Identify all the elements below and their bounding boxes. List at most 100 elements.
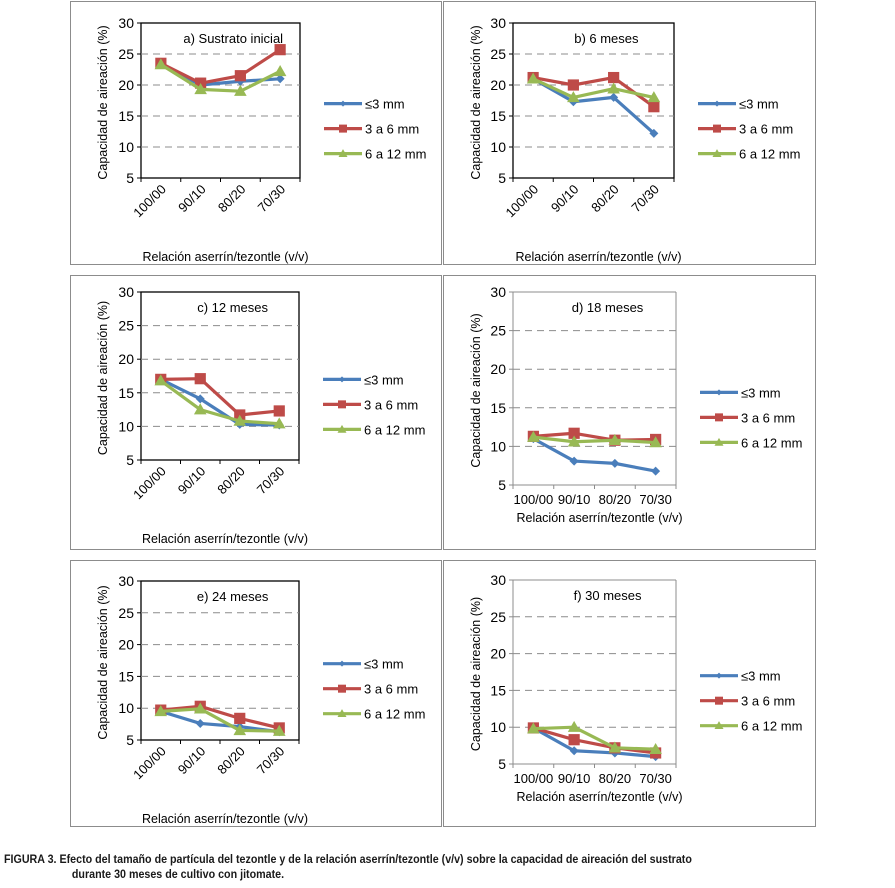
y-tick-label: 5 [498,170,506,186]
legend-label-1: ≤3 mm [741,385,781,400]
chart-title: f) 30 meses [574,588,642,603]
legend-label-2: 3 a 6 mm [741,410,795,425]
legend-marker-1 [714,100,720,107]
caption-text-line2: durante 30 meses de cultivo con jitomate… [71,869,285,881]
data-point-series-3 [608,741,622,753]
y-tick-label: 20 [490,361,506,377]
legend-marker-3 [712,149,722,157]
data-point-series-3 [273,65,287,77]
chart-panel-c: 5 10 15 20 25 30 100/00 90/10 80/20 70/30 Capacida… [70,275,442,550]
legend-label-3: 6 a 12 mm [739,147,800,162]
data-point-series-2 [568,427,580,439]
x-axis-title: Relación aserrín/tezontle (v/v) [142,250,308,264]
series-line-3 [159,379,280,426]
legend-marker-2 [339,124,347,133]
x-tick-label: 70/30 [639,771,672,786]
x-tick-label: 90/10 [175,464,209,498]
chart-panel-b: 5 10 15 20 25 30 100/00 90/10 80/20 70/30 Capacida… [443,1,816,265]
data-point-series-3 [608,433,622,445]
y-tick-label: 25 [118,46,134,62]
series-line-3 [533,725,656,751]
data-point-series-3 [649,436,662,448]
y-tick-label: 15 [118,385,134,401]
data-point-series-3 [233,724,247,736]
y-tick-label: 30 [490,15,506,31]
x-tick-label: 100/00 [130,464,169,503]
y-tick-label: 25 [490,46,506,62]
x-tick-label: 100/00 [513,771,553,786]
legend-label-1: ≤3 mm [365,97,405,112]
data-point-series-3 [193,702,207,714]
y-axis-title: Capacidad de aireación (%) [96,25,110,179]
y-tick-label: 20 [490,646,506,662]
y-tick-label: 15 [490,400,506,416]
data-point-series-3 [649,742,662,755]
legend-marker-3 [714,721,724,730]
y-tick-label: 30 [490,284,506,300]
chart-a-svg: 5 10 15 20 25 30 100/00 90/10 80/20 70/30 Capacida… [96,15,426,264]
series-line-1 [160,709,280,734]
y-tick-label: 25 [490,323,506,339]
legend-label-1: ≤3 mm [364,372,404,387]
y-axis-title: Capacidad de aireación (%) [469,597,483,751]
data-point-series-3 [194,83,207,95]
y-tick-label: 20 [118,351,134,367]
x-tick-label: 70/30 [628,182,662,216]
chart-b-svg: 5 10 15 20 25 30 100/00 90/10 80/20 70/30 Capacida… [469,15,800,264]
data-point-series-3 [567,435,581,447]
legend-marker-2 [715,413,723,422]
y-tick-label: 5 [126,732,134,748]
chart-title: d) 18 meses [572,300,644,315]
x-axis-title: Relación aserrín/tezontle (v/v) [142,532,308,546]
legend-label-3: 6 a 12 mm [364,707,425,722]
series-line-1 [532,726,656,759]
data-point-series-3 [233,414,247,426]
x-tick-label: 70/30 [639,492,672,507]
series-line-2 [160,704,280,730]
y-tick-label: 10 [118,418,134,434]
series-line-2 [160,48,282,85]
chart-e-svg: 5 10 15 20 25 30 100/00 90/10 80/20 70/30 Capacida… [96,573,425,826]
legend-label-3: 6 a 12 mm [364,422,425,437]
y-tick-label: 10 [490,139,506,155]
series-line-3 [160,707,280,733]
y-tick-label: 30 [118,284,134,300]
x-tick-label: 90/10 [175,744,209,778]
caption-label: FIGURA 3. [4,854,57,866]
y-tick-label: 20 [118,637,134,653]
y-tick-label: 25 [118,318,134,334]
x-tick-label: 90/10 [548,182,582,216]
series-line-1 [532,77,655,135]
chart-c-svg: 5 10 15 20 25 30 100/00 90/10 80/20 70/30 Capacida… [96,284,425,546]
data-point-series-1 [569,746,579,756]
legend-label-3: 6 a 12 mm [741,435,802,450]
series-line-3 [532,77,655,100]
legend-marker-1 [340,100,346,107]
data-point-series-2 [648,101,660,113]
legend-marker-2 [338,400,346,409]
data-point-series-3 [193,403,207,415]
x-tick-label: 100/00 [130,182,169,221]
data-point-series-2 [567,79,579,91]
y-axis-title: Capacidad de aireación (%) [96,301,110,455]
x-tick-label: 80/20 [599,771,632,786]
chart-title: b) 6 meses [574,31,639,46]
data-point-series-1 [195,394,205,404]
chart-panel-a: 5 10 15 20 25 30 100/00 90/10 80/20 70/30 Capacida… [70,1,442,265]
data-point-series-3 [527,430,540,442]
data-point-series-2 [274,44,286,56]
data-point-series-2 [273,405,285,417]
legend-marker-3 [338,149,348,157]
x-tick-label: 100/00 [513,492,553,507]
y-tick-label: 30 [118,15,134,31]
chart-title: a) Sustrato inicial [183,31,283,46]
y-tick-label: 15 [118,108,134,124]
y-axis-title: Capacidad de aireación (%) [469,25,483,179]
figure-caption: FIGURA 3. Efecto del tamaño de partícula… [4,853,832,883]
x-axis-title: Relación aserrín/tezontle (v/v) [516,511,682,525]
series-line-2 [160,377,280,417]
legend-label-2: 3 a 6 mm [741,694,795,709]
x-tick-label: 80/20 [214,744,248,778]
chart-f-svg: 5 10 15 20 25 30 100/00 90/10 80/20 70/30 Capacida… [469,572,802,804]
legend-label-1: ≤3 mm [741,669,781,684]
